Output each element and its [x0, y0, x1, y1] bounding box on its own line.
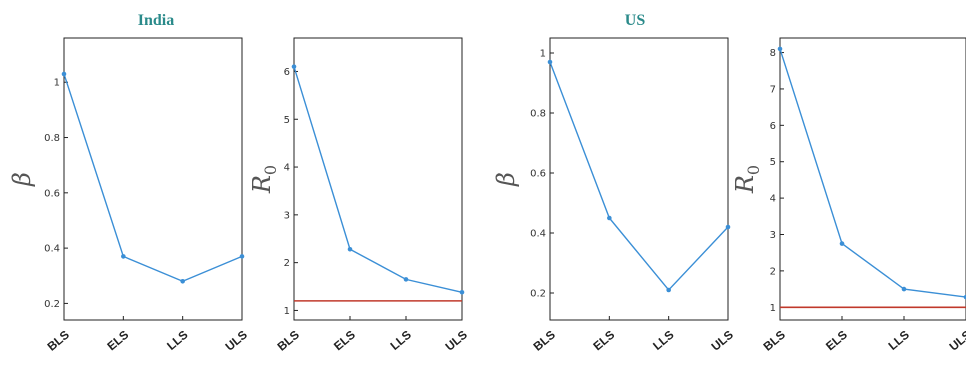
x-tick-label-india-r0: BLS — [275, 328, 302, 354]
y-tick-label-us-r0: 7 — [770, 84, 776, 95]
data-point-us-beta-els — [607, 215, 612, 221]
group-title-india: India — [138, 12, 174, 29]
y-tick-label-us-r0: 3 — [770, 230, 776, 241]
y-axis-label-us-beta: β — [492, 172, 520, 187]
y-axis-label-us-r0: R0 — [731, 165, 763, 194]
y-tick-label-india-r0: 3 — [284, 210, 290, 221]
x-tick-label-india-beta: LLS — [164, 328, 190, 353]
x-tick-label-india-beta: BLS — [45, 328, 72, 354]
data-point-us-beta-lls — [666, 287, 671, 293]
y-tick-label-india-beta: 0.4 — [44, 244, 60, 255]
chart-panel-india-beta: 0.2 0.4 0.6 0.8 1 BLS ELS LLS ULS β — [8, 37, 250, 354]
x-tick-label-us-r0: LLS — [886, 328, 912, 353]
y-tick-label-india-beta: 1 — [54, 78, 60, 89]
plot-frame-us-beta — [549, 37, 729, 321]
y-tick-label-us-r0: 4 — [770, 194, 776, 205]
y-tick-label-india-r0: 4 — [284, 163, 290, 174]
x-tick-label-india-beta: ELS — [104, 328, 131, 354]
chart-panel-us-r0: 1 2 3 4 5 6 7 8 BLS ELS LLS ULS R0 — [731, 37, 966, 354]
data-point-india-beta-lls — [180, 278, 185, 284]
x-tick-label-us-beta: ULS — [709, 328, 736, 354]
y-tick-label-india-beta: 0.2 — [44, 299, 60, 310]
y-tick-label-us-beta: 0.6 — [530, 169, 546, 180]
y-tick-label-us-beta: 1 — [540, 49, 546, 60]
series-line-us-beta — [549, 61, 729, 292]
x-tick-label-india-beta: ULS — [223, 328, 250, 354]
y-tick-label-us-beta: 0.4 — [530, 229, 546, 240]
y-tick-label-india-r0: 2 — [284, 258, 290, 269]
data-point-india-r0-bls — [291, 64, 297, 69]
x-tick-label-us-r0: BLS — [761, 328, 788, 354]
y-tick-label-us-r0: 8 — [770, 48, 776, 59]
y-tick-label-us-r0: 6 — [770, 121, 776, 132]
x-tick-label-us-beta: BLS — [531, 328, 558, 354]
x-tick-label-us-beta: LLS — [650, 328, 676, 353]
chart-panel-india-r0: 1 2 3 4 5 6 BLS ELS LLS ULS R0 — [248, 37, 470, 354]
data-point-india-r0-els — [347, 246, 353, 252]
y-axis-label-india-r0: R0 — [248, 165, 280, 194]
data-point-india-beta-bls — [61, 71, 67, 77]
series-line-india-beta — [63, 73, 243, 283]
data-point-india-beta-els — [121, 254, 126, 259]
y-tick-label-india-beta: 0.8 — [44, 133, 60, 144]
data-point-us-r0-uls — [963, 294, 966, 300]
x-tick-label-us-beta: ELS — [590, 328, 617, 354]
y-tick-label-india-beta: 0.6 — [44, 188, 60, 199]
y-tick-label-us-r0: 5 — [770, 157, 776, 168]
series-line-india-r0 — [293, 66, 463, 293]
x-tick-label-india-r0: LLS — [388, 328, 414, 353]
y-tick-label-us-beta: 0.8 — [530, 109, 546, 120]
data-point-india-r0-lls — [403, 277, 409, 282]
plot-frame-india-beta — [63, 37, 243, 321]
data-point-us-r0-lls — [901, 286, 907, 292]
data-point-us-beta-uls — [725, 224, 731, 230]
data-point-india-r0-uls — [459, 289, 465, 295]
y-tick-label-us-r0: 1 — [770, 303, 776, 314]
y-axis-label-india-beta: β — [8, 172, 36, 187]
data-point-us-beta-bls — [547, 59, 553, 65]
x-tick-label-us-r0: ELS — [823, 328, 850, 354]
y-tick-label-india-r0: 5 — [284, 115, 290, 126]
group-title-us: US — [625, 12, 646, 29]
y-tick-label-us-r0: 2 — [770, 266, 776, 277]
x-tick-label-india-r0: ULS — [443, 328, 470, 354]
x-tick-label-india-r0: ELS — [331, 328, 358, 354]
y-tick-label-india-r0: 6 — [284, 67, 290, 78]
series-line-us-r0 — [779, 48, 966, 298]
data-point-india-beta-uls — [239, 254, 245, 259]
plot-frame-us-r0 — [779, 37, 966, 321]
y-tick-label-us-beta: 0.2 — [530, 289, 546, 300]
data-point-us-r0-bls — [777, 46, 783, 52]
chart-panel-us-beta: 0.2 0.4 0.6 0.8 1 BLS ELS LLS ULS β — [492, 37, 736, 354]
plot-frame-india-r0 — [293, 37, 463, 321]
y-tick-label-india-r0: 1 — [284, 306, 290, 317]
data-point-us-r0-els — [839, 241, 845, 246]
x-tick-label-us-r0: ULS — [947, 328, 966, 354]
